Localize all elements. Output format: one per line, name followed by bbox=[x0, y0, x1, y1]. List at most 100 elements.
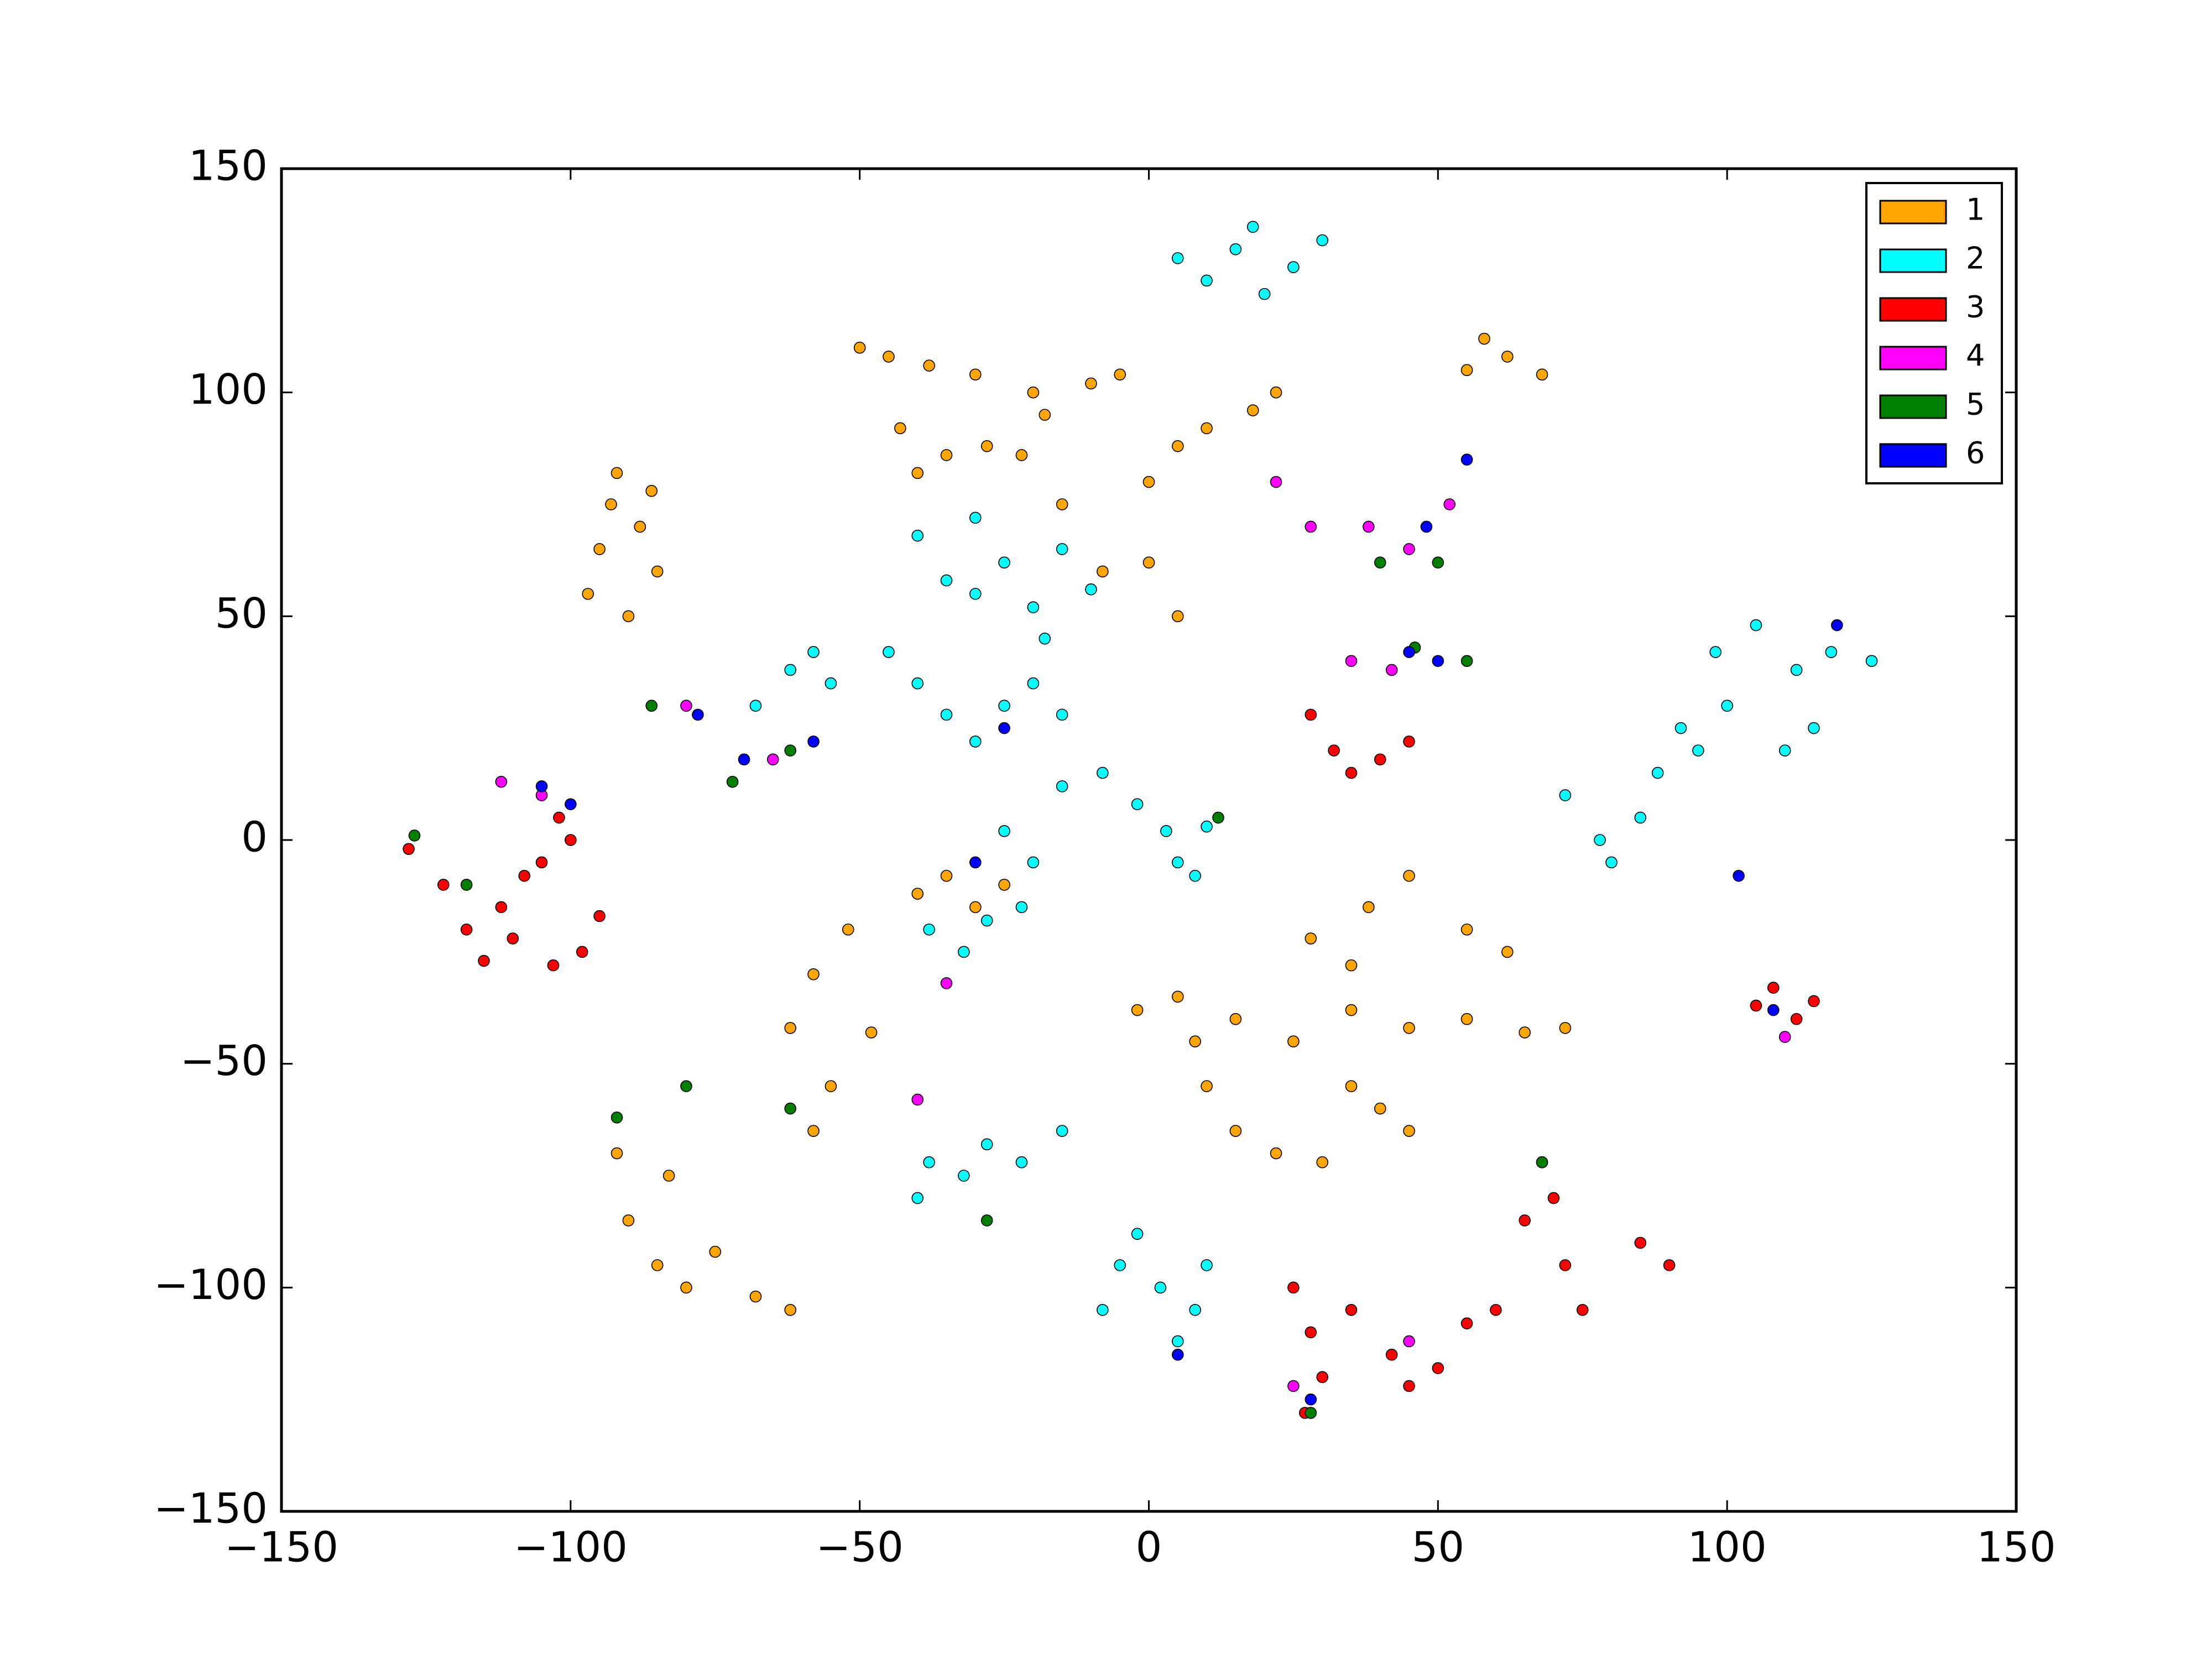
legend-label: 1 bbox=[1966, 192, 1985, 227]
point bbox=[1559, 789, 1572, 801]
point bbox=[980, 1138, 993, 1151]
point bbox=[1403, 543, 1415, 555]
point bbox=[1305, 932, 1317, 945]
point bbox=[1189, 869, 1201, 882]
legend-swatch bbox=[1879, 443, 1947, 468]
point bbox=[1460, 1317, 1473, 1329]
point bbox=[645, 484, 658, 497]
point bbox=[1039, 409, 1051, 421]
point bbox=[807, 968, 820, 980]
point bbox=[784, 1304, 796, 1316]
point bbox=[940, 869, 953, 882]
point bbox=[593, 910, 606, 922]
point bbox=[1328, 744, 1340, 757]
point bbox=[1171, 1348, 1184, 1361]
point bbox=[1027, 386, 1040, 399]
point bbox=[1246, 404, 1259, 416]
point bbox=[958, 946, 970, 958]
legend-swatch bbox=[1879, 346, 1947, 371]
point bbox=[1015, 901, 1028, 914]
point bbox=[1229, 1013, 1242, 1025]
point bbox=[1432, 556, 1444, 569]
point bbox=[911, 467, 924, 479]
point bbox=[565, 834, 577, 846]
point bbox=[911, 1093, 924, 1106]
legend-label: 2 bbox=[1966, 241, 1985, 276]
point bbox=[1374, 753, 1386, 766]
point bbox=[923, 359, 935, 372]
point bbox=[1270, 1147, 1282, 1160]
point bbox=[535, 780, 548, 792]
point bbox=[1246, 221, 1259, 233]
point bbox=[1374, 556, 1386, 569]
point bbox=[507, 932, 519, 945]
point bbox=[1056, 708, 1068, 721]
legend-swatch bbox=[1879, 248, 1947, 273]
point bbox=[969, 856, 982, 869]
x-tick-label: 150 bbox=[1976, 1523, 2056, 1572]
x-tick-label: 50 bbox=[1412, 1523, 1464, 1572]
point bbox=[998, 556, 1010, 569]
point bbox=[1114, 368, 1126, 381]
point bbox=[1865, 655, 1878, 667]
point bbox=[622, 610, 635, 623]
point bbox=[1305, 708, 1317, 721]
point bbox=[911, 888, 924, 900]
legend: 1 2 3 4 5 6 bbox=[1865, 182, 2003, 484]
point bbox=[980, 914, 993, 927]
point bbox=[680, 700, 692, 712]
y-tick-label: 100 bbox=[189, 365, 268, 414]
point bbox=[518, 869, 530, 882]
point bbox=[611, 1147, 623, 1160]
point bbox=[1201, 1259, 1213, 1271]
point bbox=[1287, 261, 1300, 273]
point bbox=[495, 901, 508, 914]
x-tick-label: 100 bbox=[1688, 1523, 1767, 1572]
point bbox=[1594, 834, 1606, 846]
point bbox=[1171, 440, 1184, 452]
point bbox=[1142, 476, 1155, 488]
point bbox=[749, 1290, 762, 1303]
point bbox=[1201, 820, 1213, 833]
point bbox=[940, 449, 953, 461]
legend-label: 3 bbox=[1966, 290, 1985, 325]
point bbox=[1536, 1156, 1548, 1168]
point bbox=[1258, 288, 1271, 300]
point bbox=[1767, 982, 1780, 994]
point bbox=[1015, 1156, 1028, 1168]
point bbox=[1460, 364, 1473, 377]
point bbox=[1287, 1035, 1300, 1047]
point bbox=[1501, 946, 1514, 958]
point bbox=[1721, 700, 1733, 712]
point bbox=[969, 588, 982, 600]
point bbox=[940, 574, 953, 587]
point bbox=[1634, 1237, 1647, 1249]
point bbox=[1559, 1022, 1572, 1034]
legend-label: 4 bbox=[1966, 338, 1985, 373]
point bbox=[825, 1080, 837, 1092]
y-tick-label: −100 bbox=[154, 1260, 268, 1309]
y-tick-label: 150 bbox=[189, 142, 268, 190]
point bbox=[1097, 565, 1109, 578]
point bbox=[651, 565, 664, 578]
point bbox=[1634, 811, 1647, 824]
point bbox=[553, 811, 565, 824]
point bbox=[1403, 1335, 1415, 1348]
point bbox=[1385, 664, 1398, 676]
point bbox=[1027, 677, 1040, 690]
point bbox=[1460, 924, 1473, 936]
point bbox=[998, 722, 1010, 734]
point bbox=[940, 708, 953, 721]
point bbox=[894, 422, 906, 435]
point bbox=[749, 700, 762, 712]
point bbox=[1651, 766, 1664, 779]
point bbox=[842, 924, 854, 936]
series bbox=[535, 453, 1843, 1406]
series bbox=[582, 332, 1572, 1316]
point bbox=[807, 646, 820, 658]
point bbox=[1345, 959, 1358, 972]
legend-swatch bbox=[1879, 200, 1947, 225]
point bbox=[784, 744, 796, 757]
point bbox=[1403, 869, 1415, 882]
point bbox=[1460, 655, 1473, 667]
